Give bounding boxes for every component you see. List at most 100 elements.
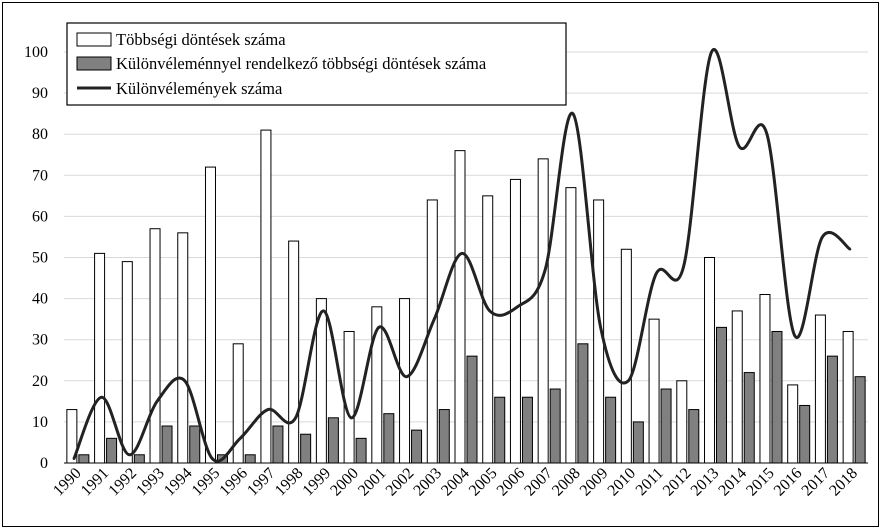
bar-total-2005 xyxy=(482,195,494,464)
x-tick-label: 2010 xyxy=(605,465,640,500)
y-tick-label: 30 xyxy=(32,332,48,349)
y-tick-label: 20 xyxy=(32,373,48,390)
x-tick-label: 2008 xyxy=(549,465,584,500)
line-point-2018 xyxy=(848,248,852,251)
x-tick-label: 2013 xyxy=(688,465,723,500)
bar-dissent-2006 xyxy=(521,396,533,464)
x-tick-label: 1999 xyxy=(300,465,335,500)
x-tick-label: 2017 xyxy=(799,465,834,500)
line-point-2012 xyxy=(682,264,685,267)
bar-dissent-1992 xyxy=(133,454,145,464)
line-point-1999 xyxy=(322,309,325,313)
y-tick-label: 50 xyxy=(32,250,48,267)
bar-total-2013 xyxy=(704,257,716,464)
bar-dissent-1996 xyxy=(244,454,256,464)
bar-dissent-2015 xyxy=(771,330,783,464)
line-point-2009 xyxy=(599,326,602,329)
line-point-2017 xyxy=(821,235,824,239)
bar-total-2004 xyxy=(454,150,466,464)
bar-total-2002 xyxy=(399,298,411,464)
bar-total-1995 xyxy=(204,166,216,464)
legend-swatch-total xyxy=(76,32,112,47)
line-point-2000 xyxy=(349,416,353,419)
x-tick-label: 2005 xyxy=(466,465,501,500)
line-point-2016 xyxy=(793,334,796,337)
line-point-1990 xyxy=(72,457,76,461)
y-axis: 0 10 20 30 40 50 60 70 80 90 100 xyxy=(24,44,868,472)
x-tick-label: 2000 xyxy=(327,465,362,500)
legend-label-total: Többségi döntések száma xyxy=(116,30,286,49)
bar-dissent-2016 xyxy=(799,404,811,464)
y-tick-label: 100 xyxy=(24,44,48,61)
x-tick-label: 2012 xyxy=(660,465,695,500)
y-tick-label: 70 xyxy=(32,167,48,184)
bar-total-2000 xyxy=(343,330,355,464)
line-point-1998 xyxy=(294,416,297,419)
bar-total-1991 xyxy=(94,252,106,464)
line-point-2008 xyxy=(571,112,575,115)
bar-total-1997 xyxy=(260,129,272,464)
bar-total-2009 xyxy=(593,199,605,464)
x-tick-label: 2006 xyxy=(494,465,529,500)
legend-label-dissent: Különvéleménnyel rendelkező többségi dön… xyxy=(116,54,487,73)
x-tick-label: 1991 xyxy=(78,465,113,500)
line-point-2014 xyxy=(738,145,741,148)
y-tick-label: 90 xyxy=(32,85,48,102)
bar-dissent-2013 xyxy=(716,326,728,464)
bar-dissent-2007 xyxy=(549,388,561,464)
x-tick-label: 2003 xyxy=(410,465,445,500)
bar-total-2015 xyxy=(759,293,771,464)
bar-dissent-2005 xyxy=(494,396,506,464)
x-axis: 1990199119921993199419951996199719981999… xyxy=(50,465,861,500)
line-point-2007 xyxy=(543,268,547,272)
x-tick-label: 2015 xyxy=(743,465,778,500)
bar-total-2018 xyxy=(842,330,854,464)
bar-dissent-2010 xyxy=(632,421,644,464)
line-point-1991 xyxy=(100,396,103,399)
line-point-2004 xyxy=(460,252,464,255)
bar-dissent-2018 xyxy=(854,376,866,464)
line-point-1995 xyxy=(211,457,214,461)
line-point-2005 xyxy=(488,309,491,313)
bar-total-2014 xyxy=(731,310,743,464)
y-tick-label: 40 xyxy=(32,291,48,308)
bar-dissent-2008 xyxy=(577,343,589,464)
bar-total-2017 xyxy=(814,314,826,464)
bar-dissent-1991 xyxy=(106,437,118,464)
y-tick-label: 80 xyxy=(32,126,48,143)
bar-total-1994 xyxy=(177,232,189,464)
x-tick-label: 2011 xyxy=(633,465,667,499)
line-series xyxy=(72,47,852,463)
bar-total-2016 xyxy=(787,384,799,464)
bar-total-1996 xyxy=(232,343,244,464)
x-tick-label: 2004 xyxy=(438,465,473,500)
line-dissenting-opinions xyxy=(72,47,852,463)
line-point-2001 xyxy=(377,326,381,329)
bar-total-2011 xyxy=(648,318,660,464)
bar-dissent-2000 xyxy=(355,437,367,464)
bar-total-1993 xyxy=(149,228,161,464)
bar-dissent-1997 xyxy=(272,425,284,464)
line-point-1992 xyxy=(128,453,131,456)
x-tick-label: 1993 xyxy=(133,465,168,500)
x-tick-label: 2001 xyxy=(355,465,390,500)
x-tick-label: 2007 xyxy=(521,465,556,500)
bar-dissent-1999 xyxy=(327,417,339,464)
x-tick-label: 2002 xyxy=(383,465,418,500)
x-tick-label: 1990 xyxy=(50,465,85,500)
bar-total-2008 xyxy=(565,187,577,464)
line-point-2002 xyxy=(405,375,408,378)
legend-box xyxy=(66,22,567,106)
legend-label-line: Különvélemények száma xyxy=(116,79,283,98)
bar-total-2007 xyxy=(537,158,549,464)
bar-total-1998 xyxy=(288,240,300,464)
bar-dissent-1993 xyxy=(161,425,173,464)
bar-dissent-2012 xyxy=(688,409,700,464)
line-point-1997 xyxy=(266,408,270,411)
line-point-2013 xyxy=(710,50,713,54)
bar-total-2006 xyxy=(509,178,521,464)
bar-total-2003 xyxy=(426,199,438,464)
x-tick-label: 2016 xyxy=(771,465,806,500)
x-tick-label: 1998 xyxy=(272,465,307,500)
